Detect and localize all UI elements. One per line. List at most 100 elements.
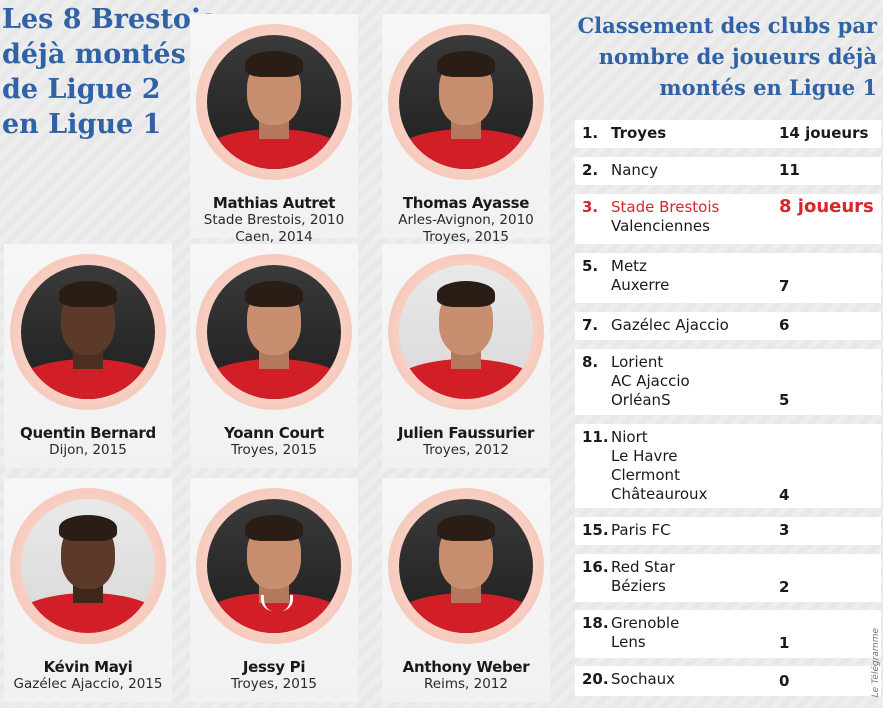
ranking-clubs: Gazélec Ajaccio [611,316,729,335]
player-card: Yoann Court Troyes, 2015 [190,244,358,468]
player-count: 14 joueurs [779,124,869,142]
ranking-row: 5. Metz Auxerre 7 [575,253,881,303]
player-photo [399,265,533,399]
player-clubs: Troyes, 2012 [382,442,550,459]
photo-frame [196,488,352,644]
rank-number: 11. [582,428,609,446]
ranking-clubs: Grenoble Lens [611,614,679,652]
club-name: Gazélec Ajaccio [611,316,729,334]
ranking-title: Classement des clubs par nombre de joueu… [577,10,877,103]
player-clubs: Dijon, 2015 [4,442,172,459]
player-card: Quentin Bernard Dijon, 2015 [4,244,172,468]
club-name: Nancy [611,161,659,179]
player-photo [207,499,341,633]
main-title-line: déjà montés [2,39,186,70]
player-name: Kévin Mayi [43,658,133,676]
player-name: Thomas Ayasse [402,194,530,212]
club-name: Valenciennes [611,217,710,235]
club-name: Châteauroux [611,485,708,503]
ranking-clubs: Lorient AC Ajaccio OrléanS [611,353,690,410]
ranking-title-line: Classement des clubs par [577,13,877,38]
club-name: Lorient [611,353,664,371]
player-club-line: Troyes, 2015 [422,229,510,245]
player-card: Jessy Pi Troyes, 2015 [190,478,358,702]
player-club-line: Dijon, 2015 [49,442,127,458]
player-clubs: Arles-Avignon, 2010 Troyes, 2015 [382,212,550,246]
rank-number: 7. [582,316,599,334]
club-name: Béziers [611,577,666,595]
player-clubs: Troyes, 2015 [190,442,358,459]
main-title-line: en Ligue 1 [2,109,162,140]
rank-number: 20. [582,670,609,688]
club-name: Paris FC [611,521,671,539]
club-name: OrléanS [611,391,671,409]
player-club-line: Troyes, 2015 [230,676,318,692]
ranking-clubs: Troyes [611,124,666,143]
photo-frame [388,254,544,410]
ranking-clubs: Niort Le Havre Clermont Châteauroux [611,428,707,504]
club-name: Niort [611,428,648,446]
rank-number: 15. [582,521,609,539]
player-club-line: Troyes, 2015 [230,442,318,458]
photo-frame [10,254,166,410]
player-photo [399,35,533,169]
ranking-row: 16. Red Star Béziers 2 [575,554,881,602]
rank-number: 5. [582,257,599,275]
player-card: Mathias Autret Stade Brestois, 2010 Caen… [190,14,358,245]
player-name: Anthony Weber [402,658,530,676]
club-name: Lens [611,633,646,651]
player-count: 6 [779,316,790,334]
ranking-row: 7. Gazélec Ajaccio 6 [575,312,881,340]
ranking-title-line: montés en Ligue 1 [659,75,877,100]
ranking-row: 15. Paris FC 3 [575,517,881,545]
player-club-line: Arles-Avignon, 2010 [398,212,534,228]
player-club-line: Stade Brestois, 2010 [203,212,345,228]
ranking-row: 18. Grenoble Lens 1 [575,610,881,658]
ranking-row: 1. Troyes 14 joueurs [575,120,881,148]
ranking-row: 20. Sochaux 0 [575,666,881,696]
ranking-clubs: Sochaux [611,670,675,689]
player-card: Kévin Mayi Gazélec Ajaccio, 2015 [4,478,172,702]
photo-frame [10,488,166,644]
ranking-clubs: Red Star Béziers [611,558,675,596]
player-photo [207,35,341,169]
ranking-title-line: nombre de joueurs déjà [598,44,877,69]
player-name: Yoann Court [224,424,324,442]
club-name: Le Havre [611,447,678,465]
club-name: Red Star [611,558,676,576]
rank-number: 3. [582,198,599,216]
player-card: Anthony Weber Reims, 2012 [382,478,550,702]
player-card: Thomas Ayasse Arles-Avignon, 2010 Troyes… [382,14,550,245]
ranking-row: 2. Nancy 11 [575,157,881,185]
player-name: Quentin Bernard [20,424,156,442]
player-club-line: Gazélec Ajaccio, 2015 [13,676,163,692]
player-count: 5 [779,391,790,409]
photo-frame [388,24,544,180]
player-clubs: Troyes, 2015 [190,676,358,693]
rank-number: 16. [582,558,609,576]
club-name: Troyes [611,124,667,142]
player-count: 1 [779,634,790,652]
club-name: Sochaux [611,670,676,688]
ranking-clubs: Metz Auxerre [611,257,669,295]
photo-frame [388,488,544,644]
player-photo [399,499,533,633]
player-name: Julien Faussurier [397,424,535,442]
player-clubs: Reims, 2012 [382,676,550,693]
player-photo [21,265,155,399]
ranking-row: 11. Niort Le Havre Clermont Châteauroux … [575,424,881,508]
player-count: 8 joueurs [779,196,874,217]
player-count: 7 [779,277,790,295]
player-count: 0 [779,672,790,690]
player-club-line: Troyes, 2012 [422,442,510,458]
rank-number: 2. [582,161,599,179]
club-name: Metz [611,257,647,275]
player-club-line: Reims, 2012 [424,676,508,692]
ranking-clubs: Stade Brestois Valenciennes [611,198,719,236]
photo-frame [196,24,352,180]
club-name: Grenoble [611,614,680,632]
ranking-clubs: Paris FC [611,521,671,540]
photo-frame [196,254,352,410]
player-photo [207,265,341,399]
player-count: 11 [779,161,800,179]
